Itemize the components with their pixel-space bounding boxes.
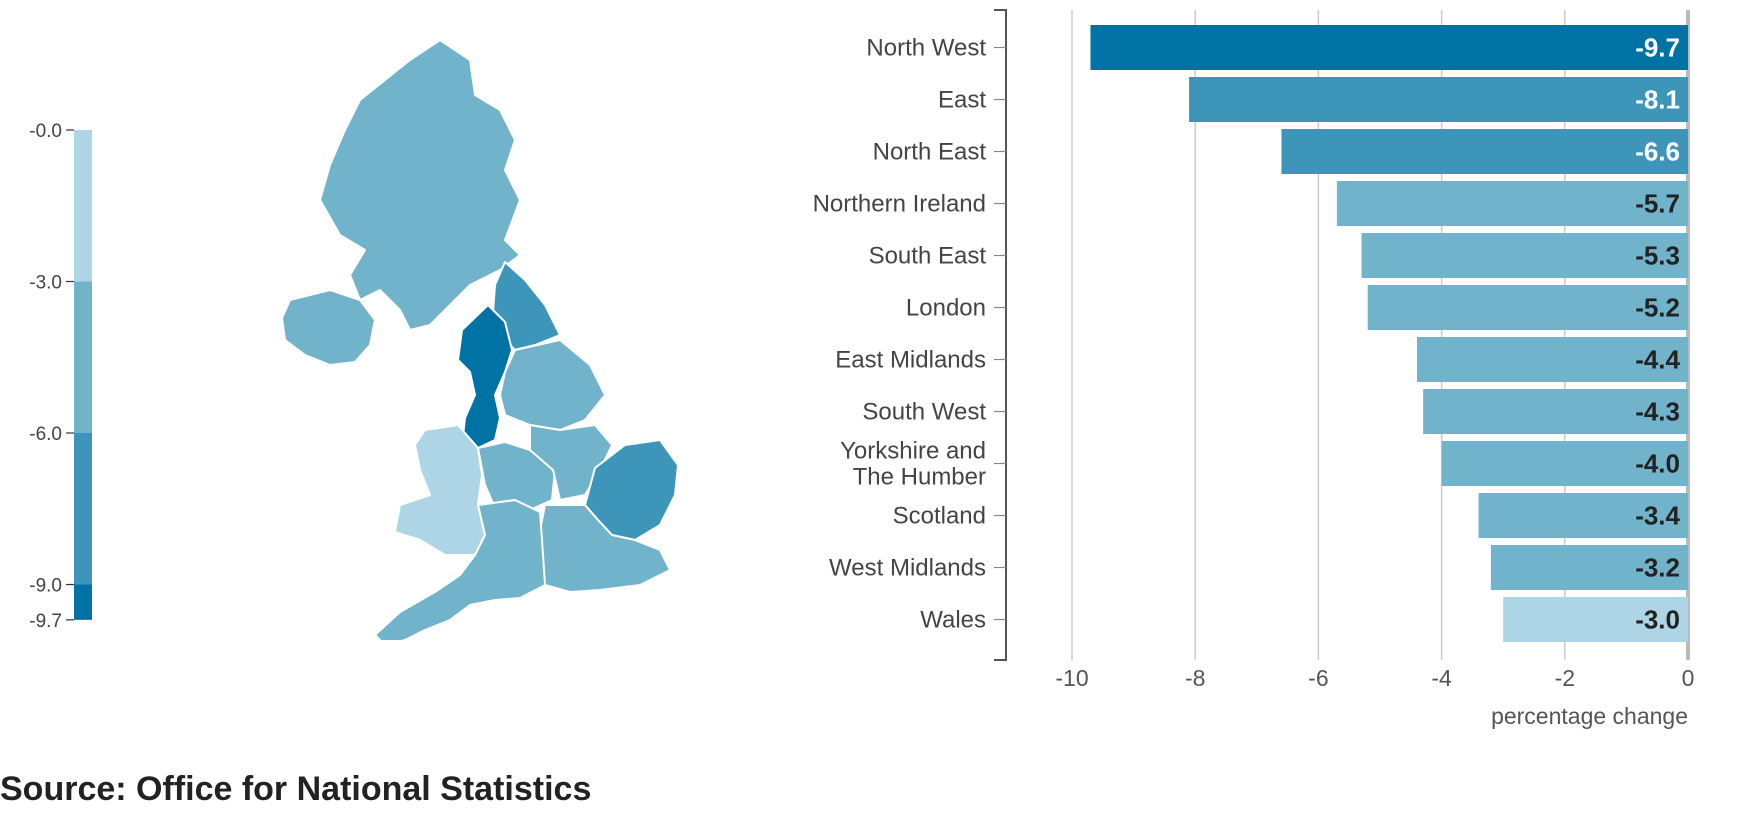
region-northern-ireland <box>281 289 376 366</box>
bar-value-label: -9.7 <box>1635 33 1680 63</box>
color-legend: -0.0 -3.0 -6.0 -9.0 -9.7 <box>29 121 92 632</box>
category-label: North West <box>866 35 986 62</box>
bar-chart: -10 -8 -6 -4 -2 0 percentage change North West -… <box>813 9 1695 729</box>
bar-value-label: -4.0 <box>1635 449 1680 479</box>
legend-tick-label: -6.0 <box>29 424 62 445</box>
bar <box>1416 337 1688 382</box>
category-label: North East <box>873 139 987 166</box>
legend-tick-label: -3.0 <box>29 273 62 294</box>
x-tick-label: -10 <box>1055 665 1088 691</box>
category-label: London <box>906 295 986 322</box>
bar <box>1503 597 1688 642</box>
x-tick-label: -6 <box>1308 665 1328 691</box>
bar <box>1336 181 1688 226</box>
category-label: South East <box>869 243 987 270</box>
region-scotland <box>319 39 521 331</box>
region-west-midlands <box>477 441 556 511</box>
category-label: Scotland <box>893 503 986 530</box>
category-label: East <box>938 87 986 114</box>
bar-value-label: -3.0 <box>1635 605 1680 635</box>
legend-band-4 <box>74 584 92 620</box>
category-label: West Midlands <box>829 555 986 582</box>
bar <box>1423 389 1688 434</box>
bar <box>1090 25 1688 70</box>
bar-value-label: -4.4 <box>1635 345 1680 375</box>
bar-value-label: -4.3 <box>1635 397 1680 427</box>
y-axis-line <box>994 9 1007 661</box>
bar <box>1367 285 1688 330</box>
bar <box>1189 77 1688 122</box>
bar-value-label: -5.2 <box>1635 293 1680 323</box>
bar <box>1361 233 1688 278</box>
bar-value-label: -3.2 <box>1635 553 1680 583</box>
category-label: East Midlands <box>835 347 986 374</box>
x-axis-title: percentage change <box>1491 703 1688 729</box>
legend-tick-label: -9.0 <box>29 576 62 597</box>
category-label: Yorkshire and The Humber <box>840 438 986 491</box>
category-label: Wales <box>920 607 986 634</box>
bar-value-label: -5.3 <box>1635 241 1680 271</box>
x-tick-label: -4 <box>1431 665 1452 691</box>
bar <box>1490 545 1688 590</box>
bar <box>1478 493 1688 538</box>
legend-band-2 <box>74 281 92 433</box>
x-tick-label: 0 <box>1682 665 1695 691</box>
bar <box>1441 441 1688 486</box>
source-note: Source: Office for National Statistics <box>0 770 592 808</box>
bar <box>1281 129 1688 174</box>
bar-value-label: -3.4 <box>1635 501 1680 531</box>
x-tick-label: -8 <box>1185 665 1205 691</box>
uk-region-map <box>281 39 679 640</box>
legend-band-1 <box>74 130 92 282</box>
category-label: South West <box>862 399 986 426</box>
legend-tick-label: -0.0 <box>29 121 62 142</box>
region-south-west <box>374 499 546 640</box>
bar-value-label: -6.6 <box>1635 137 1680 167</box>
legend-band-3 <box>74 433 92 585</box>
x-tick-label: -2 <box>1555 665 1575 691</box>
legend-tick-label: -9.7 <box>29 611 62 632</box>
bar-value-label: -8.1 <box>1635 85 1680 115</box>
bar-value-label: -5.7 <box>1635 189 1680 219</box>
category-label: Northern Ireland <box>813 191 986 218</box>
